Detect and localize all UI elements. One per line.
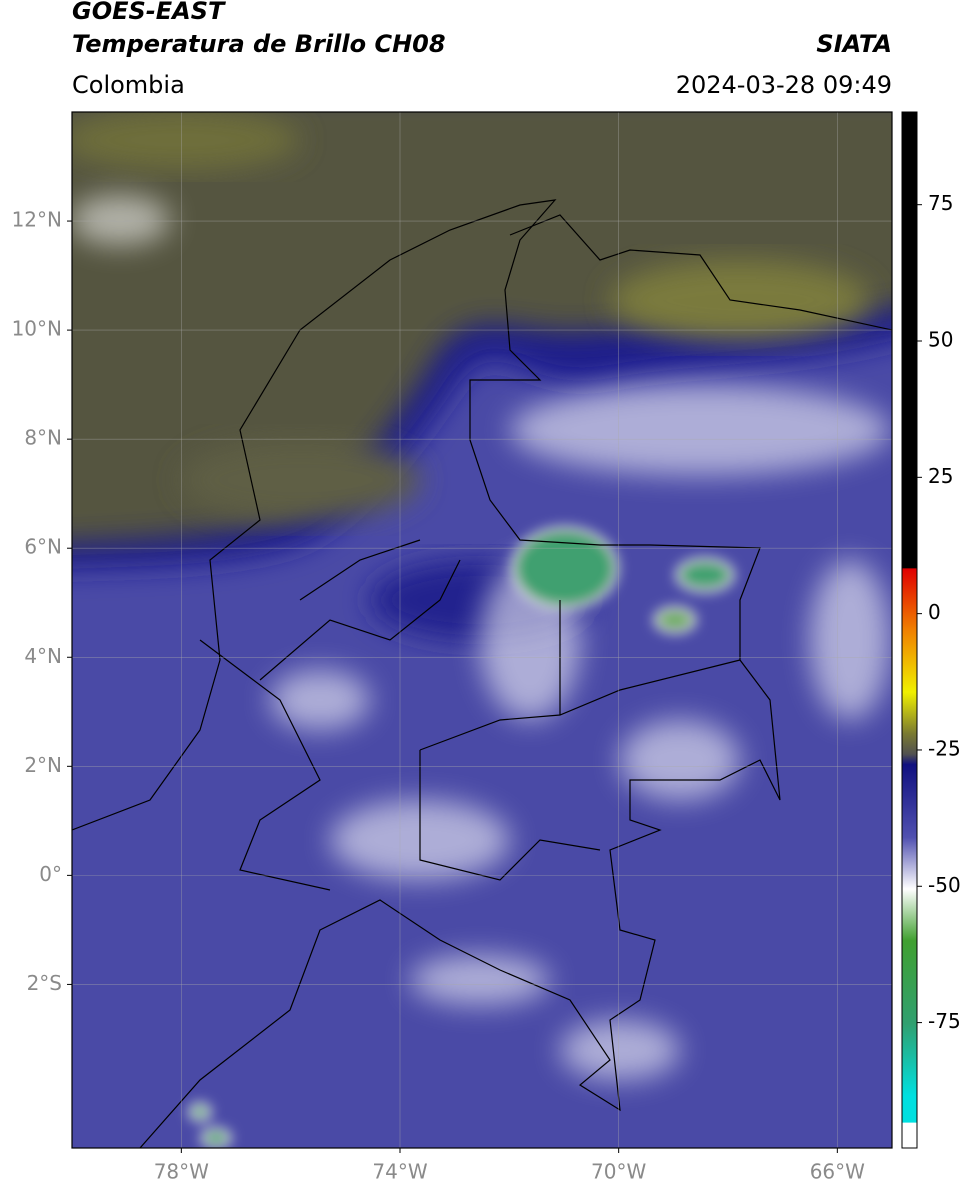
y-tick-label: 8°N — [24, 426, 62, 450]
colorbar-tick-label: 25 — [928, 464, 953, 488]
region: Colombia — [72, 71, 185, 99]
y-tick-label: 0° — [39, 862, 62, 886]
y-tick-label: 4°N — [24, 644, 62, 668]
x-tick-label: 70°W — [591, 1160, 646, 1184]
map-frame — [71, 111, 893, 1149]
title: GOES-EAST — [72, 0, 226, 25]
grid — [72, 112, 892, 1148]
colorbar-tick-label: 75 — [928, 191, 953, 215]
colorbar-tick-label: -50 — [928, 873, 961, 897]
y-tick-label: 6°N — [24, 535, 62, 559]
subtitle: Temperatura de Brillo CH08 — [72, 30, 446, 58]
x-tick-label: 74°W — [372, 1160, 427, 1184]
y-tick-label: 2°S — [27, 971, 62, 995]
y-tick-label: 2°N — [24, 753, 62, 777]
y-tick-label: 10°N — [12, 317, 62, 341]
colorbar-tick-label: 50 — [928, 328, 953, 352]
colorbar — [901, 111, 918, 1149]
satellite-image — [72, 112, 892, 1148]
colorbar-tick-label: -25 — [928, 736, 961, 760]
colorbar-tick-label: 0 — [928, 600, 941, 624]
x-tick-label: 66°W — [810, 1160, 865, 1184]
x-tick-label: 78°W — [154, 1160, 209, 1184]
source: SIATA — [816, 30, 892, 58]
y-tick-label: 12°N — [12, 208, 62, 232]
datetime: 2024-03-28 09:49 — [676, 71, 892, 99]
colorbar-tick-label: -75 — [928, 1009, 961, 1033]
